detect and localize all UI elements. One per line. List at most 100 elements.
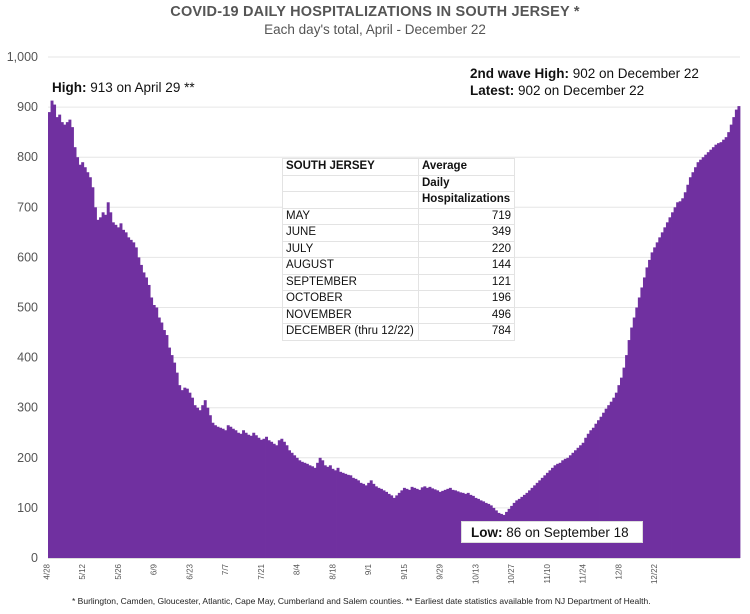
table-row: MAY 719 (282, 207, 515, 225)
bar (326, 466, 330, 558)
bar (714, 144, 718, 558)
bar (382, 490, 386, 558)
bar (456, 491, 460, 558)
table-header-daily: Daily (418, 174, 515, 192)
y-tick-label: 900 (17, 100, 38, 114)
monthly-average-table: SOUTH JERSEY Average Daily Hospitalizati… (282, 158, 515, 341)
bar (627, 340, 631, 558)
bar (65, 122, 69, 558)
bar (321, 460, 325, 558)
x-tick-label: 11/10 (543, 563, 552, 583)
bar (116, 227, 120, 558)
month-cell: NOVEMBER (282, 306, 419, 324)
bar (351, 477, 355, 558)
bar (584, 437, 588, 558)
table-row: JULY 220 (282, 240, 515, 258)
bar (247, 434, 251, 558)
x-tick-label: 6/23 (185, 563, 194, 579)
month-cell: SEPTEMBER (282, 273, 419, 291)
y-tick-label: 600 (17, 250, 38, 264)
bar (285, 445, 289, 558)
bar (576, 447, 580, 558)
bar (224, 430, 228, 558)
bar (612, 397, 616, 558)
table-header-blank (282, 191, 419, 209)
month-cell: JUNE (282, 224, 419, 242)
bar (267, 440, 271, 558)
bar (387, 493, 391, 558)
bar (581, 442, 585, 558)
bar (397, 492, 401, 558)
value-cell: 719 (418, 207, 515, 225)
bar (543, 475, 547, 558)
bar (732, 117, 736, 559)
bar (724, 137, 728, 558)
value-cell: 196 (418, 290, 515, 308)
bar (673, 207, 677, 559)
bar (377, 487, 381, 558)
table-row: NOVEMBER 496 (282, 306, 515, 324)
y-axis: 0 100 200 300 400 500 600 700 800 900 1,000 (7, 50, 38, 565)
bar (124, 232, 128, 558)
bar (55, 117, 59, 559)
bar (122, 229, 125, 558)
bar (385, 491, 389, 558)
x-tick-label: 12/22 (650, 563, 659, 584)
bar (106, 202, 110, 559)
bar (737, 106, 741, 558)
bar (331, 468, 335, 558)
bar (561, 460, 565, 558)
bar (221, 428, 225, 558)
bar (147, 284, 151, 558)
bar (574, 450, 577, 558)
bar (160, 322, 164, 558)
bar (201, 405, 205, 558)
bar (609, 401, 613, 558)
bar (425, 487, 429, 558)
y-tick-label: 0 (31, 551, 38, 565)
bar (300, 461, 304, 558)
bar (711, 147, 715, 558)
bar (586, 433, 590, 558)
y-tick-label: 800 (17, 150, 38, 164)
bar (717, 143, 720, 559)
bar (418, 489, 422, 558)
value-cell: 784 (418, 323, 515, 341)
bar (208, 415, 212, 558)
bar (76, 157, 80, 558)
bar (354, 478, 358, 558)
table-header-average: Average (418, 158, 515, 176)
bar (137, 257, 141, 558)
bar (548, 470, 552, 558)
bar (311, 466, 314, 558)
bar (459, 492, 463, 558)
bar (704, 154, 708, 558)
bar (196, 407, 200, 558)
bar (686, 184, 690, 558)
bar (308, 465, 312, 558)
table-header-row: SOUTH JERSEY Average (282, 158, 515, 176)
bar (142, 272, 146, 558)
bar (374, 486, 378, 558)
bar (219, 427, 223, 558)
bar (694, 167, 697, 558)
y-tick-label: 700 (17, 200, 38, 214)
table-header-region: SOUTH JERSEY (282, 158, 419, 176)
bar (229, 426, 233, 558)
bar (696, 162, 700, 558)
value-cell: 121 (418, 273, 515, 291)
bar (553, 465, 557, 558)
bar (558, 462, 562, 558)
bar (709, 149, 713, 558)
bar (655, 242, 659, 558)
bar (183, 387, 187, 558)
bar (676, 202, 680, 559)
bar (454, 490, 457, 558)
bar (448, 487, 452, 558)
bar (392, 497, 396, 558)
bar (68, 119, 72, 559)
bar (63, 124, 67, 558)
bar (446, 488, 450, 558)
high-annotation: High: 913 on April 29 ** (52, 80, 195, 95)
y-tick-label: 300 (17, 401, 38, 415)
